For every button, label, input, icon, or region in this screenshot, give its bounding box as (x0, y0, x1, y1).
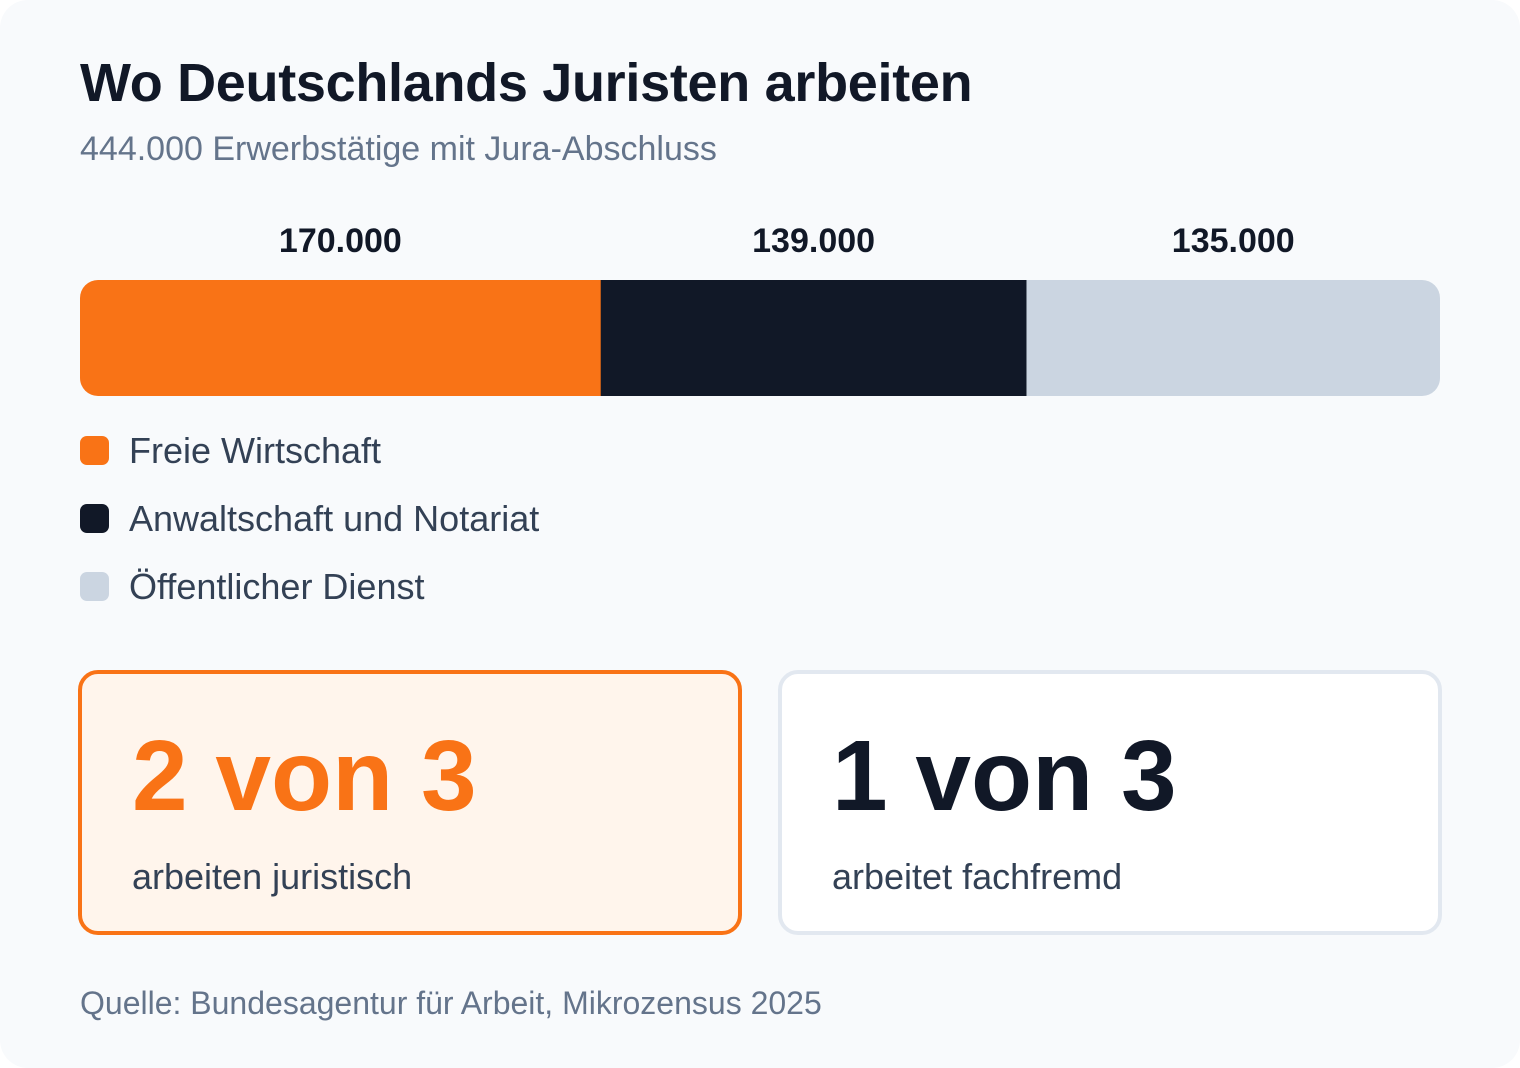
chart-title: Wo Deutschlands Juristen arbeiten (80, 53, 973, 113)
stat-card-fachfremd: 1 von 3 arbeitet fachfremd (778, 670, 1442, 935)
bar-value-label-3: 135.000 (1172, 222, 1295, 260)
stat-value: 1 von 3 (832, 720, 1177, 832)
stacked-bar-chart: 170.000 139.000 135.000 (80, 222, 1440, 396)
chart-subtitle: 444.000 Erwerbstätige mit Jura-Abschluss (80, 130, 717, 168)
legend-swatch (80, 504, 109, 533)
bar-segment-3 (1026, 280, 1440, 396)
legend-swatch (80, 572, 109, 601)
legend-swatch (80, 436, 109, 465)
bar-segment-2 (600, 280, 1027, 396)
legend-label: Öffentlicher Dienst (129, 566, 425, 607)
source-note: Quelle: Bundesagentur für Arbeit, Mikroz… (80, 985, 822, 1021)
stat-card-juristisch: 2 von 3 arbeiten juristisch (78, 670, 742, 935)
stat-caption: arbeiten juristisch (132, 856, 413, 897)
bar-value-label-2: 139.000 (752, 222, 875, 260)
stat-value: 2 von 3 (132, 720, 477, 832)
bar-value-label-1: 170.000 (279, 222, 402, 260)
bar-segment-1 (80, 280, 602, 396)
legend-label: Anwaltschaft und Notariat (129, 498, 540, 539)
legend-label: Freie Wirtschaft (129, 430, 382, 471)
stat-caption: arbeitet fachfremd (832, 856, 1123, 897)
